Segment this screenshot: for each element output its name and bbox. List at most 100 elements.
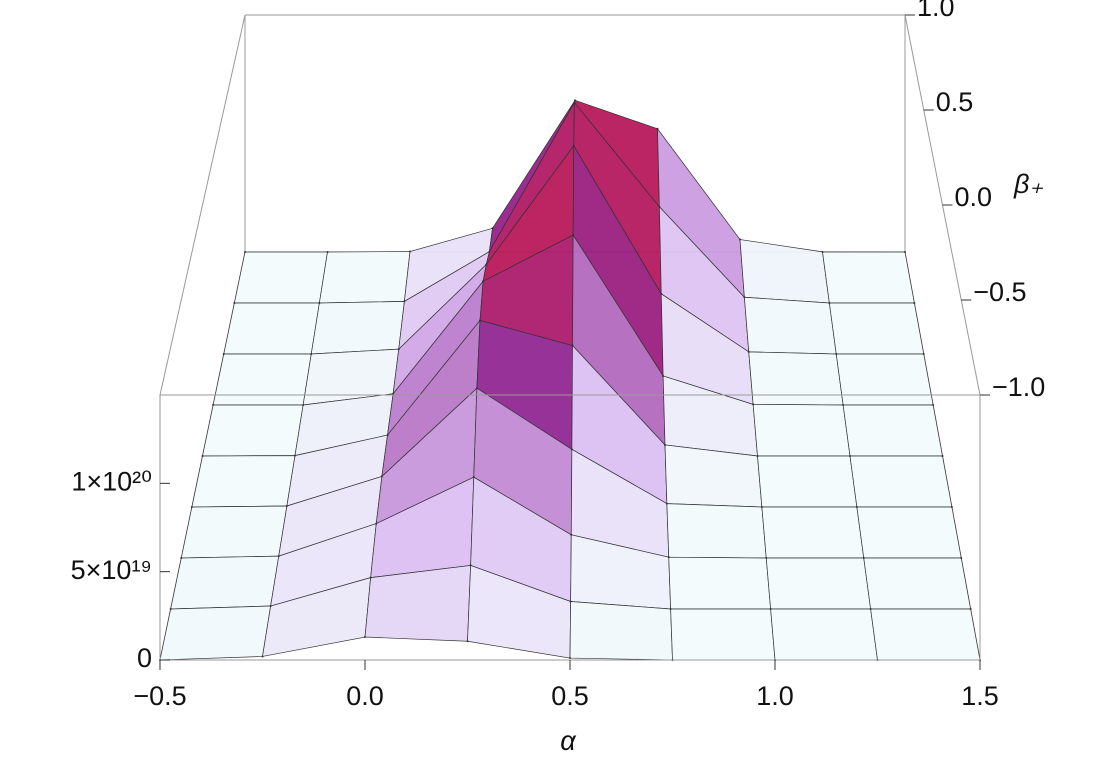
z-tick-label: 0 <box>137 643 152 673</box>
surface-patch <box>233 251 328 304</box>
x-axis-label: α <box>560 726 577 756</box>
surface-vertex <box>392 392 395 395</box>
surface-vertex <box>658 205 661 208</box>
surface-vertex <box>821 250 824 253</box>
surface-patch <box>318 251 411 304</box>
surface-vertex <box>222 353 225 355</box>
x-tick-label: 1.5 <box>961 681 999 711</box>
surface-vertex <box>302 404 305 406</box>
surface-patch <box>757 455 858 508</box>
surface-vertex <box>904 251 906 253</box>
x-tick-label: 1.0 <box>756 681 794 711</box>
surface-vertex <box>765 557 768 559</box>
surface-vertex <box>233 302 236 304</box>
y-tick-label: −1.0 <box>992 372 1045 402</box>
surface-vertex <box>743 296 746 299</box>
surface-vertex <box>466 640 469 643</box>
surface-patch <box>770 608 878 661</box>
surface-vertex <box>849 455 851 457</box>
surface-vertex <box>941 455 944 457</box>
y-tick-label: 1.0 <box>917 0 955 22</box>
surface-patch <box>863 557 972 610</box>
surface-vertex <box>574 99 576 102</box>
surface-vertex <box>569 657 571 660</box>
surface-patch <box>828 302 925 355</box>
surface-patch <box>170 555 280 610</box>
surface-patch <box>670 608 776 661</box>
surface-patch <box>856 506 962 559</box>
surface-vertex <box>569 600 572 603</box>
y-tick-label: 0.0 <box>955 182 993 212</box>
surface-vertex <box>842 404 845 406</box>
surface-vertex <box>403 300 406 303</box>
surface-vertex <box>190 506 193 508</box>
surface-vertex <box>835 353 838 355</box>
surface-vertex <box>570 448 573 451</box>
surface-vertex <box>364 636 366 639</box>
y-tick-label: −0.5 <box>973 277 1026 307</box>
surface-vertex <box>571 344 574 347</box>
surface-vertex <box>269 605 272 608</box>
surface-vertex <box>862 557 865 559</box>
z-tick-label: 5×10¹⁹ <box>71 555 152 585</box>
surface-patch <box>761 506 865 559</box>
surface-patch <box>752 404 851 457</box>
surface-patch <box>835 353 934 406</box>
surface-vertex <box>491 227 494 230</box>
surface-vertex <box>310 353 313 355</box>
surface-patch <box>822 251 915 304</box>
surface-vertex <box>667 556 670 559</box>
surface-patch <box>310 301 405 355</box>
surface-vertex <box>180 557 183 559</box>
surface-vertex <box>169 608 172 610</box>
surface-patch <box>223 302 320 355</box>
surface-vertex <box>318 302 321 304</box>
surface-vertex <box>665 502 668 505</box>
surface-patch <box>212 353 312 406</box>
surface-vertex <box>294 454 296 457</box>
surface-patch <box>739 239 830 304</box>
surface-vertex <box>739 238 741 241</box>
surface-vertex <box>855 506 858 508</box>
y-axis-label: β₊ <box>1013 169 1044 199</box>
z-tick-label: 1×10²⁰ <box>71 466 152 496</box>
y-tick-label: 0.5 <box>936 87 974 117</box>
surface-patch <box>180 505 288 559</box>
x-tick-label: −0.5 <box>133 681 186 711</box>
surface-vertex <box>969 608 972 610</box>
surface-vertex <box>664 443 666 446</box>
surface-patch <box>842 404 943 457</box>
surface-vertex <box>277 555 280 558</box>
surface-vertex <box>369 576 372 579</box>
surface-vertex <box>570 533 573 536</box>
surface-vertex <box>386 434 389 437</box>
surface-patch <box>159 605 272 661</box>
surface-vertex <box>950 506 953 508</box>
surface-vertex <box>326 251 329 253</box>
surface-vertex <box>922 353 925 355</box>
surface <box>159 99 981 661</box>
surface-vertex <box>472 476 475 479</box>
surface-vertex <box>769 608 772 610</box>
surface-patch <box>743 296 837 355</box>
surface-vertex <box>913 302 916 304</box>
box-edge <box>159 14 246 396</box>
surface-patch <box>748 351 844 406</box>
surface-vertex <box>573 101 576 104</box>
surface-vertex <box>572 234 575 237</box>
surface-vertex <box>485 263 488 266</box>
surface-vertex <box>201 455 204 457</box>
surface-vertex <box>752 403 755 406</box>
surface-patch <box>191 455 296 508</box>
surface-vertex <box>660 292 663 295</box>
surface-vertex <box>261 655 264 658</box>
surface-patch <box>765 557 872 610</box>
surface-patch <box>668 556 772 610</box>
surface-patch <box>666 503 767 559</box>
surface-vertex <box>409 250 411 253</box>
surface-vertex <box>760 506 763 508</box>
x-tick-label: 0.0 <box>346 681 384 711</box>
surface-vertex <box>747 350 750 353</box>
